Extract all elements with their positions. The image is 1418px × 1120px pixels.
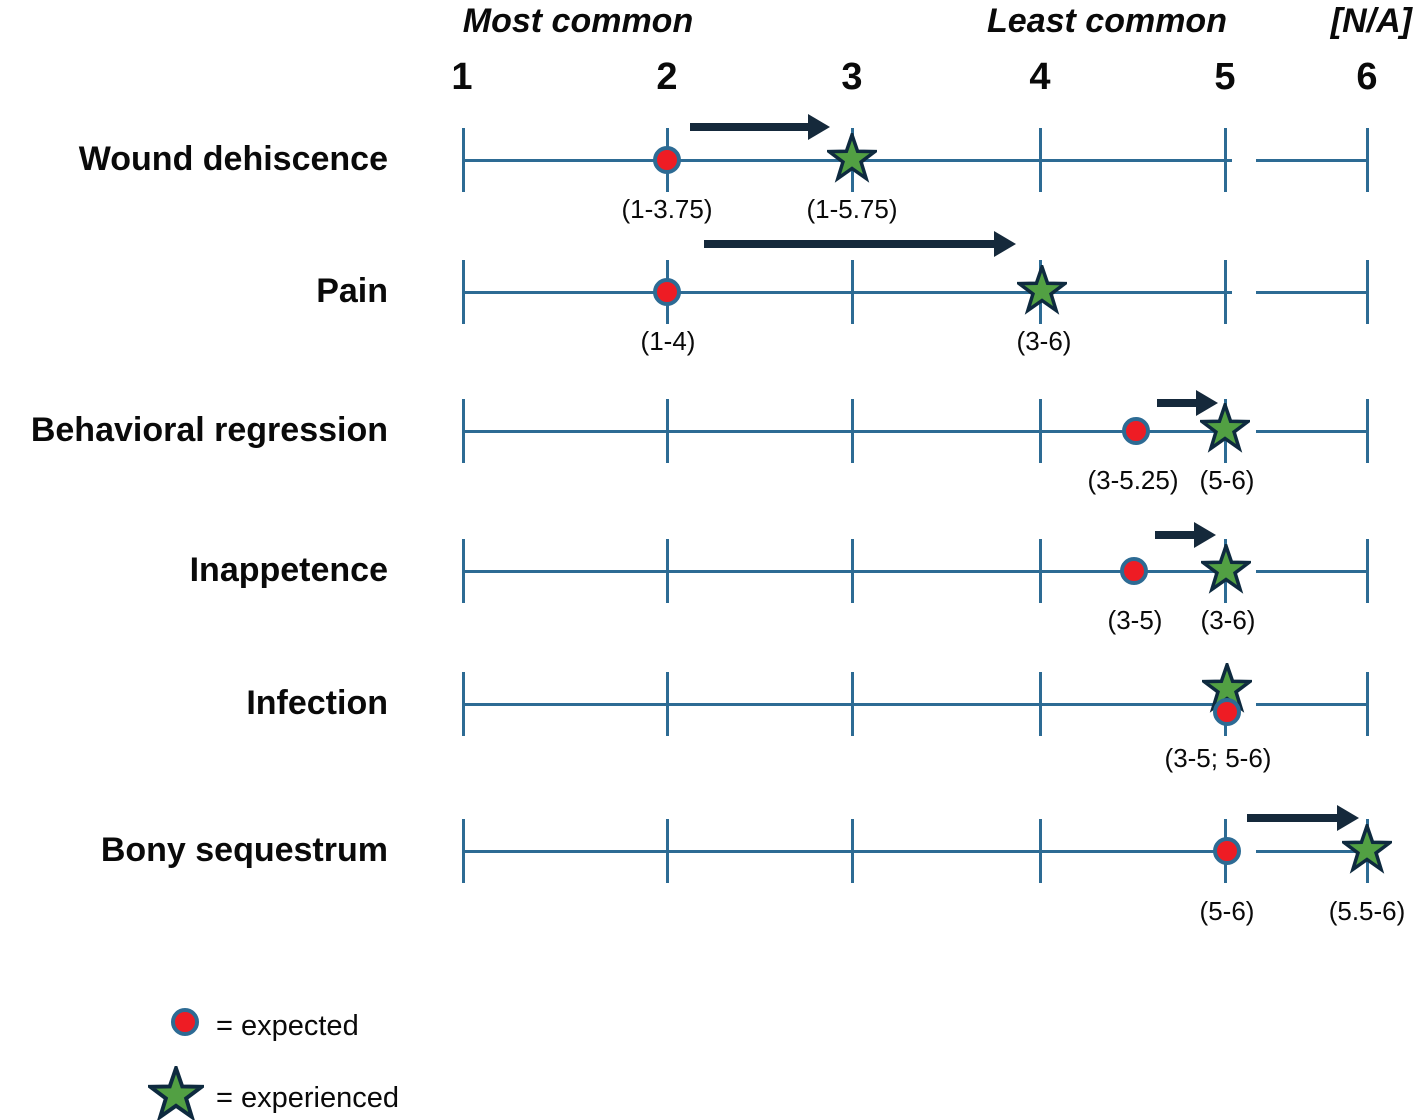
row-label: Bony sequestrum — [100, 831, 388, 869]
scale-tick — [462, 672, 465, 736]
scale-tick — [1366, 672, 1369, 736]
scale-tick — [851, 260, 854, 324]
scale-number-3: 3 — [841, 56, 863, 98]
scale-line-segment — [463, 570, 1232, 573]
scale-tick — [462, 260, 465, 324]
scale-line-segment — [463, 850, 1232, 853]
scale-tick — [1039, 399, 1042, 463]
shift-arrow-shaft — [690, 123, 808, 131]
scale-line-segment — [463, 291, 1232, 294]
scale-line-segment — [463, 703, 1232, 706]
shift-arrow-shaft — [1247, 814, 1337, 822]
scale-tick — [1039, 539, 1042, 603]
scale-tick — [666, 399, 669, 463]
legend-experienced-label: = experienced — [216, 1082, 399, 1114]
scale-line-na-segment — [1256, 850, 1367, 853]
shift-arrow-shaft — [1155, 531, 1194, 539]
axis-anchor-least-common: Least common — [987, 2, 1227, 40]
scale-tick — [1366, 260, 1369, 324]
scale-tick — [1039, 128, 1042, 192]
scale-tick — [666, 819, 669, 883]
scale-line-na-segment — [1256, 291, 1367, 294]
scale-tick — [851, 819, 854, 883]
range-label: (1-4) — [640, 326, 696, 356]
scale-tick — [1366, 399, 1369, 463]
scale-tick — [462, 399, 465, 463]
scale-tick — [1366, 539, 1369, 603]
scale-number-1: 1 — [451, 56, 473, 98]
row-label: Wound dehiscence — [78, 140, 388, 178]
scale-tick — [851, 672, 854, 736]
shift-arrow-shaft — [1157, 399, 1196, 407]
legend-expected-label: = expected — [216, 1010, 359, 1042]
scale-tick — [666, 539, 669, 603]
scale-tick — [1039, 672, 1042, 736]
scale-line-na-segment — [1256, 430, 1367, 433]
experienced-star-icon — [1200, 403, 1250, 453]
axis-anchor-most-common: Most common — [462, 2, 694, 40]
row-label: Behavioral regression — [30, 411, 388, 449]
scale-tick — [666, 672, 669, 736]
axis-anchor-na: [N/A] — [1330, 2, 1412, 40]
shift-arrow-head-icon — [994, 231, 1016, 257]
experienced-star-icon — [1342, 824, 1392, 874]
scale-line-na-segment — [1256, 570, 1367, 573]
range-label: (3-6) — [1016, 326, 1072, 356]
scale-tick — [462, 539, 465, 603]
expected-dot-icon — [1213, 837, 1241, 865]
legend-expected-dot-icon — [171, 1008, 199, 1036]
expected-dot-icon — [653, 278, 681, 306]
experienced-star-icon — [1017, 265, 1067, 315]
scale-line-na-segment — [1256, 703, 1367, 706]
range-label: (3-5) — [1107, 605, 1163, 635]
expected-dot-icon — [1122, 417, 1150, 445]
scale-number-2: 2 — [656, 56, 678, 98]
scale-tick — [1039, 819, 1042, 883]
shift-arrow-head-icon — [1196, 390, 1218, 416]
scale-line-segment — [463, 430, 1232, 433]
expected-dot-icon — [1120, 557, 1148, 585]
range-label: (3-5; 5-6) — [1164, 743, 1272, 773]
range-label: (3-6) — [1200, 605, 1256, 635]
shift-arrow-shaft — [704, 240, 994, 248]
range-label: (5.5-6) — [1328, 896, 1406, 926]
scale-tick — [1224, 128, 1227, 192]
scale-tick — [851, 539, 854, 603]
expected-dot-icon — [1213, 698, 1241, 726]
scale-number-4: 4 — [1029, 56, 1051, 98]
range-label: (1-3.75) — [621, 194, 713, 224]
scale-tick — [1224, 260, 1227, 324]
shift-arrow-head-icon — [1194, 522, 1216, 548]
range-label: (3-5.25) — [1087, 465, 1179, 495]
row-label: Infection — [246, 684, 388, 722]
scale-number-6: 6 — [1356, 56, 1378, 98]
row-label: Inappetence — [189, 551, 388, 589]
row-label: Pain — [316, 272, 388, 310]
range-label: (1-5.75) — [806, 194, 898, 224]
scale-number-5: 5 — [1214, 56, 1236, 98]
experienced-star-icon — [1201, 544, 1251, 594]
range-label: (5-6) — [1199, 465, 1255, 495]
scale-tick — [462, 819, 465, 883]
shift-arrow-head-icon — [808, 114, 830, 140]
expected-dot-icon — [653, 146, 681, 174]
range-label: (5-6) — [1199, 896, 1255, 926]
scale-tick — [1366, 128, 1369, 192]
scale-tick — [851, 399, 854, 463]
scale-line-na-segment — [1256, 159, 1367, 162]
experienced-star-icon — [827, 133, 877, 183]
shift-arrow-head-icon — [1337, 805, 1359, 831]
scale-tick — [462, 128, 465, 192]
legend-experienced-star-icon — [148, 1066, 204, 1120]
